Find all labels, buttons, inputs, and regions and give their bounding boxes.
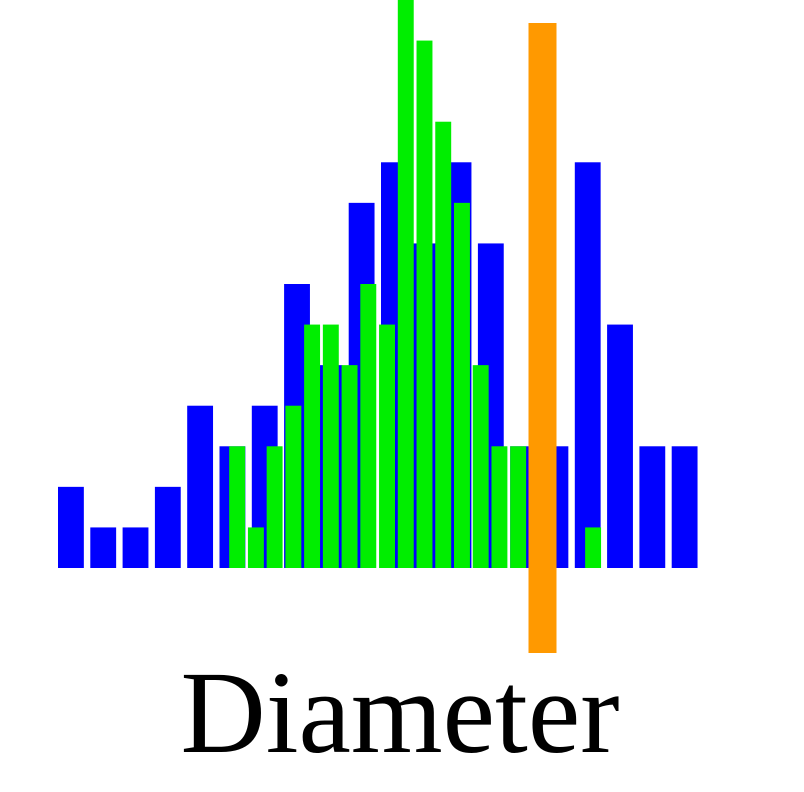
bar (122, 527, 149, 568)
bar (416, 40, 433, 569)
bar (453, 202, 470, 568)
bar (639, 446, 666, 568)
bar (472, 365, 489, 568)
bar (360, 284, 377, 568)
x-axis-label: Diameter (181, 647, 620, 778)
bar (266, 446, 283, 568)
bar (510, 446, 527, 568)
reference-line (528, 23, 557, 653)
bar (154, 486, 181, 568)
bar (607, 324, 633, 568)
bar (435, 121, 452, 568)
bar (574, 162, 601, 569)
bar (58, 486, 84, 568)
bar (671, 446, 698, 568)
bar (304, 324, 321, 568)
bar (585, 527, 602, 568)
bar (187, 405, 214, 568)
bar (379, 324, 395, 568)
bar (491, 446, 508, 568)
bar (341, 365, 358, 568)
bar (397, 0, 414, 568)
plot-area (58, 0, 698, 653)
bar (90, 527, 117, 568)
bar (322, 324, 339, 568)
bar (229, 446, 246, 568)
bar (247, 527, 264, 568)
bar (285, 405, 302, 568)
